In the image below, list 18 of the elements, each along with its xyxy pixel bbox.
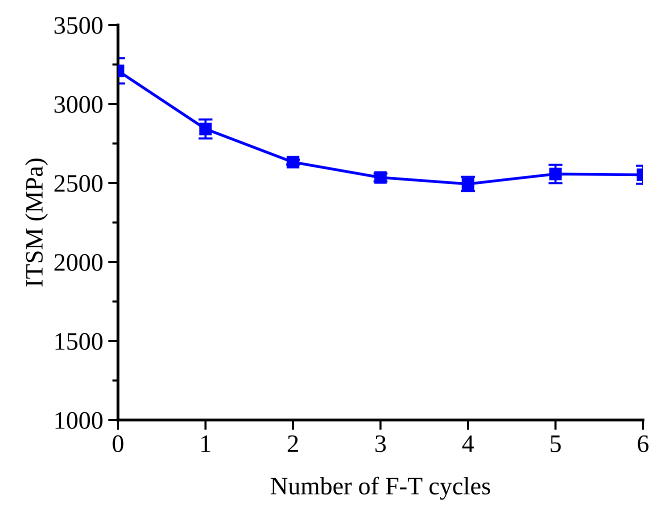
point bbox=[286, 156, 300, 168]
x-tick-label: 4 bbox=[462, 435, 474, 452]
y-axis-title: ITSM (MPa) bbox=[25, 158, 48, 287]
point bbox=[549, 168, 562, 180]
y-tick-label: 1000 bbox=[56, 412, 102, 429]
y-tick-label: 2500 bbox=[54, 175, 102, 192]
x-axis-title: Number of F-T cycles bbox=[270, 476, 490, 500]
x-tick-label: 1 bbox=[201, 435, 210, 452]
point bbox=[199, 122, 212, 136]
x-tick-label: 2 bbox=[288, 435, 298, 452]
y-tick-label: 1500 bbox=[56, 333, 102, 350]
x-tick-label: 6 bbox=[638, 435, 649, 452]
x-tick-label: 0 bbox=[112, 435, 124, 452]
y-tick-label: 3500 bbox=[54, 17, 102, 34]
x-tick-label: 5 bbox=[550, 436, 561, 452]
x-tick-label: 3 bbox=[375, 435, 386, 452]
y-tick-label: 3000 bbox=[54, 96, 102, 113]
y-tick-label: 2000 bbox=[54, 254, 102, 271]
